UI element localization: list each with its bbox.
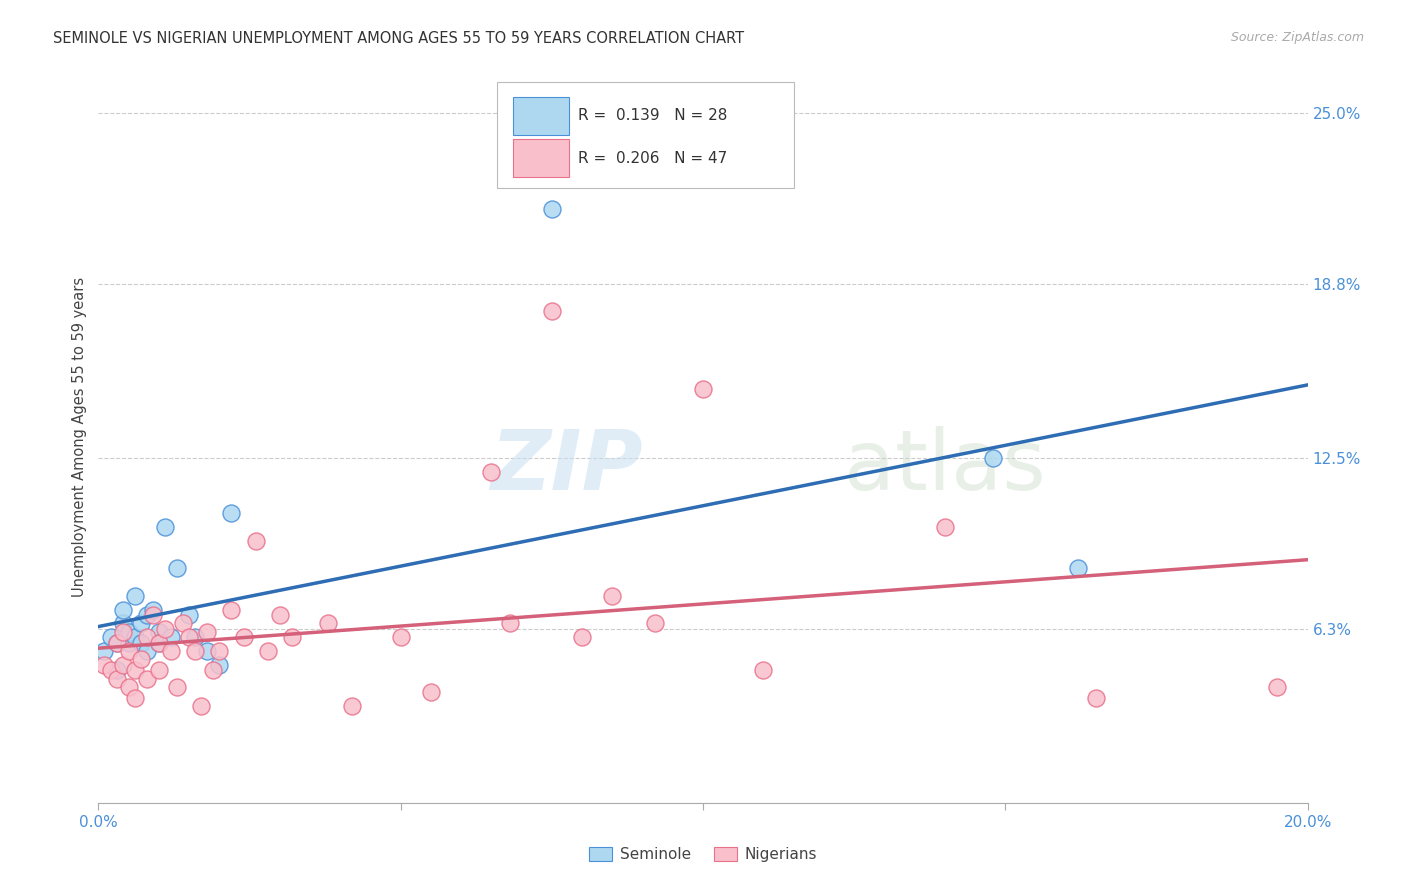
Point	[281, 630, 304, 644]
Point	[934, 520, 956, 534]
Point	[153, 622, 176, 636]
Point	[389, 630, 412, 644]
Point	[602, 589, 624, 603]
Point	[124, 690, 146, 705]
Point	[644, 616, 666, 631]
Point	[142, 602, 165, 616]
Text: SEMINOLE VS NIGERIAN UNEMPLOYMENT AMONG AGES 55 TO 59 YEARS CORRELATION CHART: SEMINOLE VS NIGERIAN UNEMPLOYMENT AMONG …	[53, 31, 745, 46]
Point	[166, 680, 188, 694]
Point	[135, 630, 157, 644]
Text: atlas: atlas	[844, 425, 1046, 507]
Point	[111, 657, 134, 672]
Point	[111, 602, 134, 616]
Point	[93, 644, 115, 658]
Point	[160, 630, 183, 644]
Point	[160, 644, 183, 658]
Point	[135, 608, 157, 623]
Point	[1267, 680, 1289, 694]
FancyBboxPatch shape	[513, 97, 569, 135]
FancyBboxPatch shape	[498, 82, 793, 188]
Y-axis label: Unemployment Among Ages 55 to 59 years: Unemployment Among Ages 55 to 59 years	[72, 277, 87, 597]
Point	[153, 520, 176, 534]
Point	[752, 663, 775, 677]
Point	[981, 450, 1004, 465]
Point	[148, 624, 170, 639]
Point	[105, 663, 128, 677]
Text: ZIP: ZIP	[489, 425, 643, 507]
Point	[179, 630, 201, 644]
Point	[166, 561, 188, 575]
Point	[269, 608, 291, 623]
Point	[142, 608, 165, 623]
Point	[245, 533, 267, 548]
Point	[118, 680, 141, 694]
Text: R =  0.206   N = 47: R = 0.206 N = 47	[578, 151, 728, 166]
Point	[571, 630, 593, 644]
Point	[105, 636, 128, 650]
Point	[135, 672, 157, 686]
Point	[481, 465, 503, 479]
Point	[208, 657, 231, 672]
Point	[105, 672, 128, 686]
Point	[179, 608, 201, 623]
Point	[111, 616, 134, 631]
Point	[195, 644, 218, 658]
FancyBboxPatch shape	[513, 139, 569, 178]
Point	[540, 304, 562, 318]
Point	[190, 699, 212, 714]
Point	[129, 652, 152, 666]
Point	[195, 624, 218, 639]
Point	[129, 636, 152, 650]
Point	[118, 624, 141, 639]
Point	[93, 657, 115, 672]
Point	[221, 506, 243, 520]
Point	[692, 382, 714, 396]
Point	[540, 202, 562, 217]
Point	[124, 589, 146, 603]
Text: R =  0.139   N = 28: R = 0.139 N = 28	[578, 109, 728, 123]
Point	[420, 685, 443, 699]
Point	[135, 644, 157, 658]
Point	[100, 630, 122, 644]
Point	[118, 644, 141, 658]
Point	[148, 636, 170, 650]
Point	[124, 630, 146, 644]
Point	[100, 663, 122, 677]
Text: Source: ZipAtlas.com: Source: ZipAtlas.com	[1230, 31, 1364, 45]
Point	[184, 630, 207, 644]
Point	[184, 644, 207, 658]
Point	[232, 630, 254, 644]
Point	[202, 663, 225, 677]
Point	[498, 616, 520, 631]
Point	[124, 663, 146, 677]
Point	[316, 616, 339, 631]
Point	[342, 699, 364, 714]
Point	[111, 624, 134, 639]
Point	[208, 644, 231, 658]
Point	[118, 636, 141, 650]
Legend: Seminole, Nigerians: Seminole, Nigerians	[583, 841, 823, 868]
Point	[221, 602, 243, 616]
Point	[148, 663, 170, 677]
Point	[1085, 690, 1108, 705]
Point	[148, 636, 170, 650]
Point	[172, 616, 194, 631]
Point	[256, 644, 278, 658]
Point	[129, 616, 152, 631]
Point	[1067, 561, 1090, 575]
Point	[105, 636, 128, 650]
